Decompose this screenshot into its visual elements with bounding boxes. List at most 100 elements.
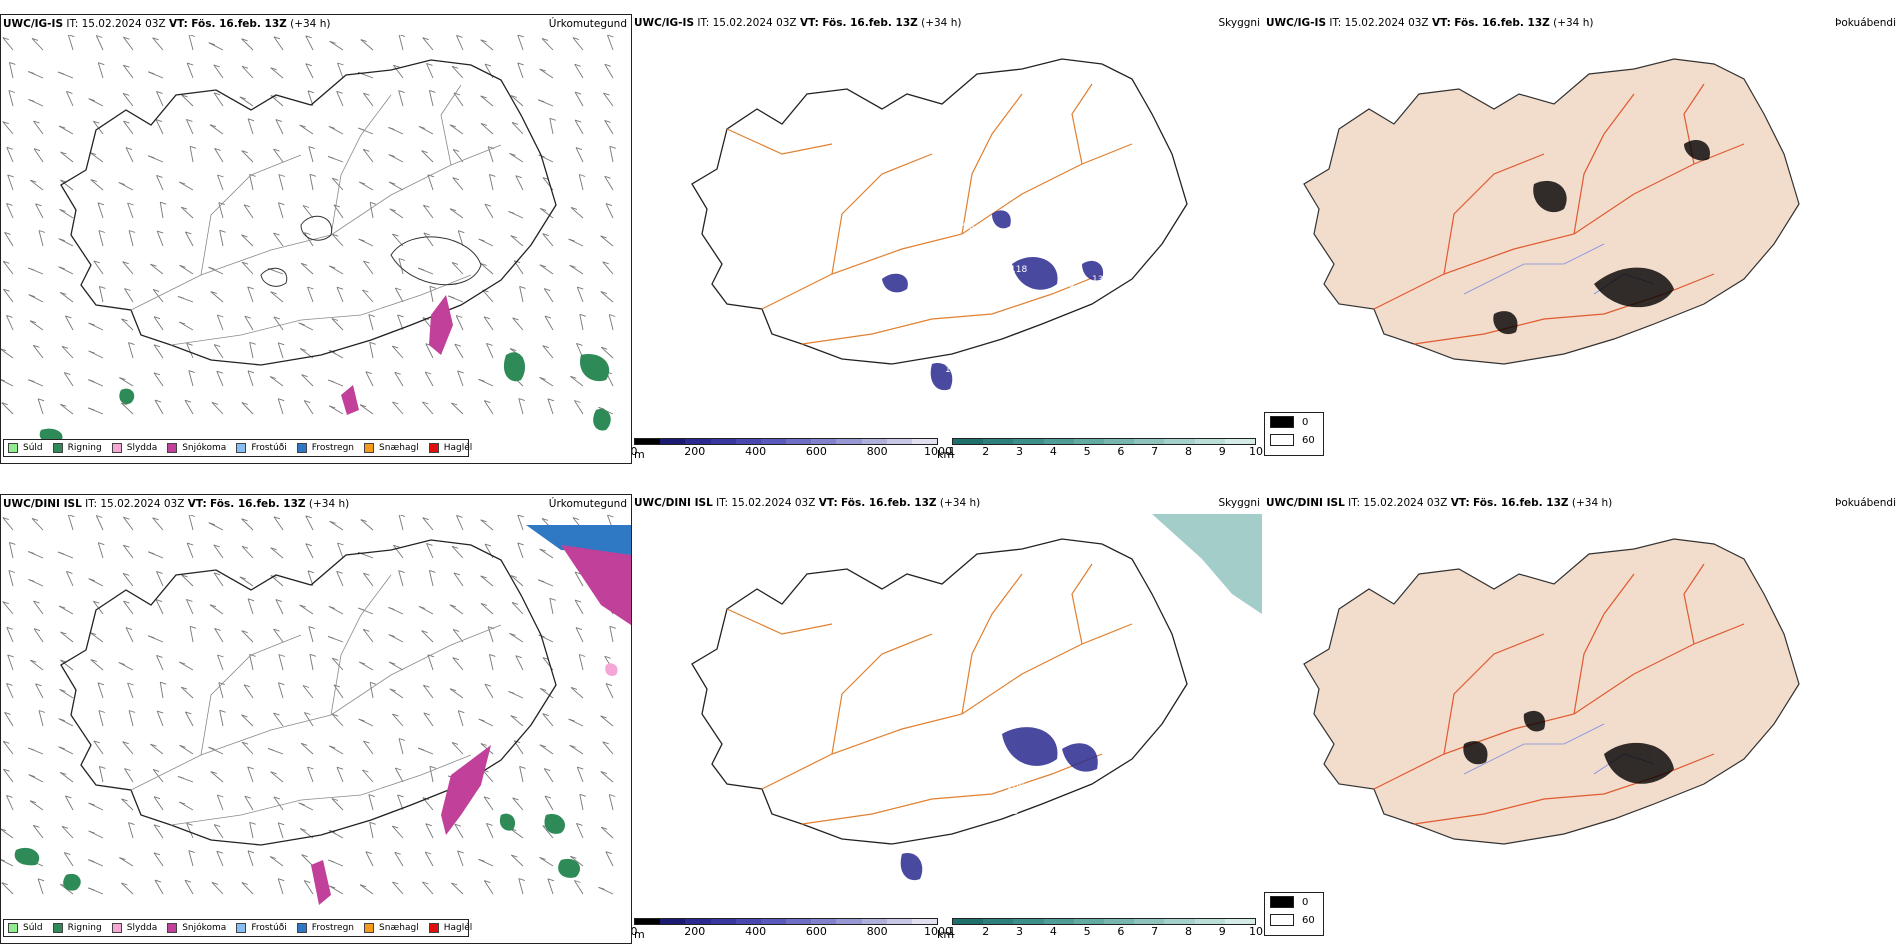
colorbar-tick: 9 bbox=[1218, 925, 1226, 938]
wind-barb-feather bbox=[568, 718, 575, 722]
wind-barb bbox=[65, 91, 74, 107]
it-label: IT: bbox=[716, 497, 729, 509]
wind-barb bbox=[369, 682, 374, 699]
wind-barb bbox=[331, 233, 344, 247]
wind-barb-feather bbox=[609, 314, 616, 317]
colorbar-segment bbox=[861, 919, 887, 924]
wind-barb-feather bbox=[300, 262, 308, 266]
wind-barb bbox=[510, 235, 524, 247]
wind-barb bbox=[328, 265, 344, 275]
wind-barb bbox=[186, 542, 194, 559]
wind-barb-feather bbox=[64, 852, 71, 856]
colorbar-segment bbox=[911, 919, 938, 924]
wind-barb bbox=[393, 64, 404, 79]
wind-barb-feather bbox=[28, 294, 35, 298]
wind-barb-feather bbox=[37, 878, 45, 882]
wind-barb bbox=[93, 740, 104, 755]
wind-barb-feather bbox=[332, 177, 339, 181]
wind-barb bbox=[451, 545, 464, 559]
wind-barb-feather bbox=[128, 230, 136, 233]
wind-barb-feather bbox=[9, 61, 16, 65]
wind-barb bbox=[578, 654, 584, 671]
wind-barb-feather bbox=[241, 518, 248, 522]
wind-barb-feather bbox=[305, 515, 312, 519]
model-name: UWC/IG-IS bbox=[634, 17, 695, 29]
wind-barb-feather bbox=[510, 575, 518, 578]
wind-barb-feather bbox=[3, 768, 10, 772]
wind-barb-feather bbox=[210, 291, 217, 295]
wind-barb-feather bbox=[388, 606, 395, 610]
wind-barb-feather bbox=[451, 65, 459, 69]
wind-barb bbox=[6, 315, 14, 331]
wind-barb bbox=[509, 153, 524, 163]
wind-barb-feather bbox=[278, 654, 286, 657]
wind-barb bbox=[457, 710, 464, 727]
wind-barb bbox=[363, 260, 374, 275]
legend-item: Rigning bbox=[52, 443, 102, 453]
wind-barb bbox=[480, 123, 494, 135]
wind-barb-feather bbox=[127, 682, 134, 686]
wind-barb bbox=[487, 146, 494, 163]
wind-barb-feather bbox=[150, 743, 157, 747]
model-name: UWC/DINI ISL bbox=[1266, 497, 1345, 509]
wind-barb bbox=[389, 688, 404, 699]
wind-barb-feather bbox=[484, 543, 492, 547]
wind-barb bbox=[517, 542, 524, 559]
panel-title: Úrkomutegund bbox=[548, 498, 627, 510]
wind-barb bbox=[518, 878, 524, 895]
wind-barb-feather bbox=[247, 286, 254, 290]
wind-barb bbox=[244, 315, 254, 331]
wind-barb bbox=[578, 174, 584, 191]
wind-barb-feather bbox=[28, 747, 35, 751]
wind-barb bbox=[277, 822, 284, 839]
wind-barb-feather bbox=[328, 605, 336, 609]
wind-barb-feather bbox=[329, 40, 336, 44]
colorbar-tick: 400 bbox=[745, 925, 767, 938]
precip-map bbox=[1, 515, 631, 905]
wind-barb bbox=[429, 766, 434, 783]
wind-barb-feather bbox=[451, 545, 459, 549]
wind-barb-feather bbox=[121, 318, 128, 322]
wind-barb bbox=[331, 318, 344, 331]
fog-areas bbox=[1493, 139, 1710, 335]
wind-barb-feather bbox=[609, 625, 616, 629]
wind-barb bbox=[219, 230, 224, 247]
wind-barb-feather bbox=[33, 824, 40, 828]
wind-barb bbox=[95, 35, 104, 51]
wind-barb-feather bbox=[484, 880, 491, 884]
wind-barb-feather bbox=[359, 661, 366, 665]
wind-barb bbox=[33, 600, 44, 615]
wind-barb-feather bbox=[539, 856, 546, 860]
wind-barb-feather bbox=[392, 401, 399, 405]
wind-barb-feather bbox=[88, 322, 95, 326]
wind-barb bbox=[213, 64, 224, 79]
wind-barb-feather bbox=[267, 267, 275, 271]
wind-barb-feather bbox=[392, 345, 399, 349]
wind-barb-feather bbox=[301, 374, 308, 378]
wind-barb bbox=[604, 64, 614, 79]
wind-barb-feather bbox=[602, 261, 609, 265]
colorbar-visibility: 1 2 3 4 5 6 7 8 9 10 bbox=[949, 438, 1263, 458]
iceland-outline bbox=[60, 59, 557, 366]
wind-barb-feather bbox=[125, 627, 133, 631]
wind-barb-feather bbox=[579, 313, 586, 317]
wind-barb bbox=[453, 92, 464, 107]
it-value: 15.02.2024 03Z bbox=[731, 497, 816, 509]
wind-barb bbox=[423, 232, 434, 247]
wind-barb-feather bbox=[2, 37, 9, 41]
wind-barb-feather bbox=[273, 712, 280, 716]
wind-barb bbox=[328, 126, 344, 135]
wind-barb-feather bbox=[273, 148, 280, 152]
wind-barb bbox=[123, 120, 134, 135]
wind-barb-feather bbox=[307, 90, 315, 94]
wind-barb bbox=[60, 659, 74, 671]
legend-label: Súld bbox=[23, 923, 43, 933]
wind-barb bbox=[574, 880, 584, 895]
wind-barb-feather bbox=[484, 63, 492, 67]
wind-barb bbox=[153, 796, 164, 811]
wind-barb-feather bbox=[359, 884, 367, 888]
wind-barb bbox=[398, 35, 404, 51]
wind-barb-feather bbox=[59, 208, 66, 212]
wind-barb bbox=[31, 518, 44, 531]
wind-barb bbox=[121, 798, 134, 811]
